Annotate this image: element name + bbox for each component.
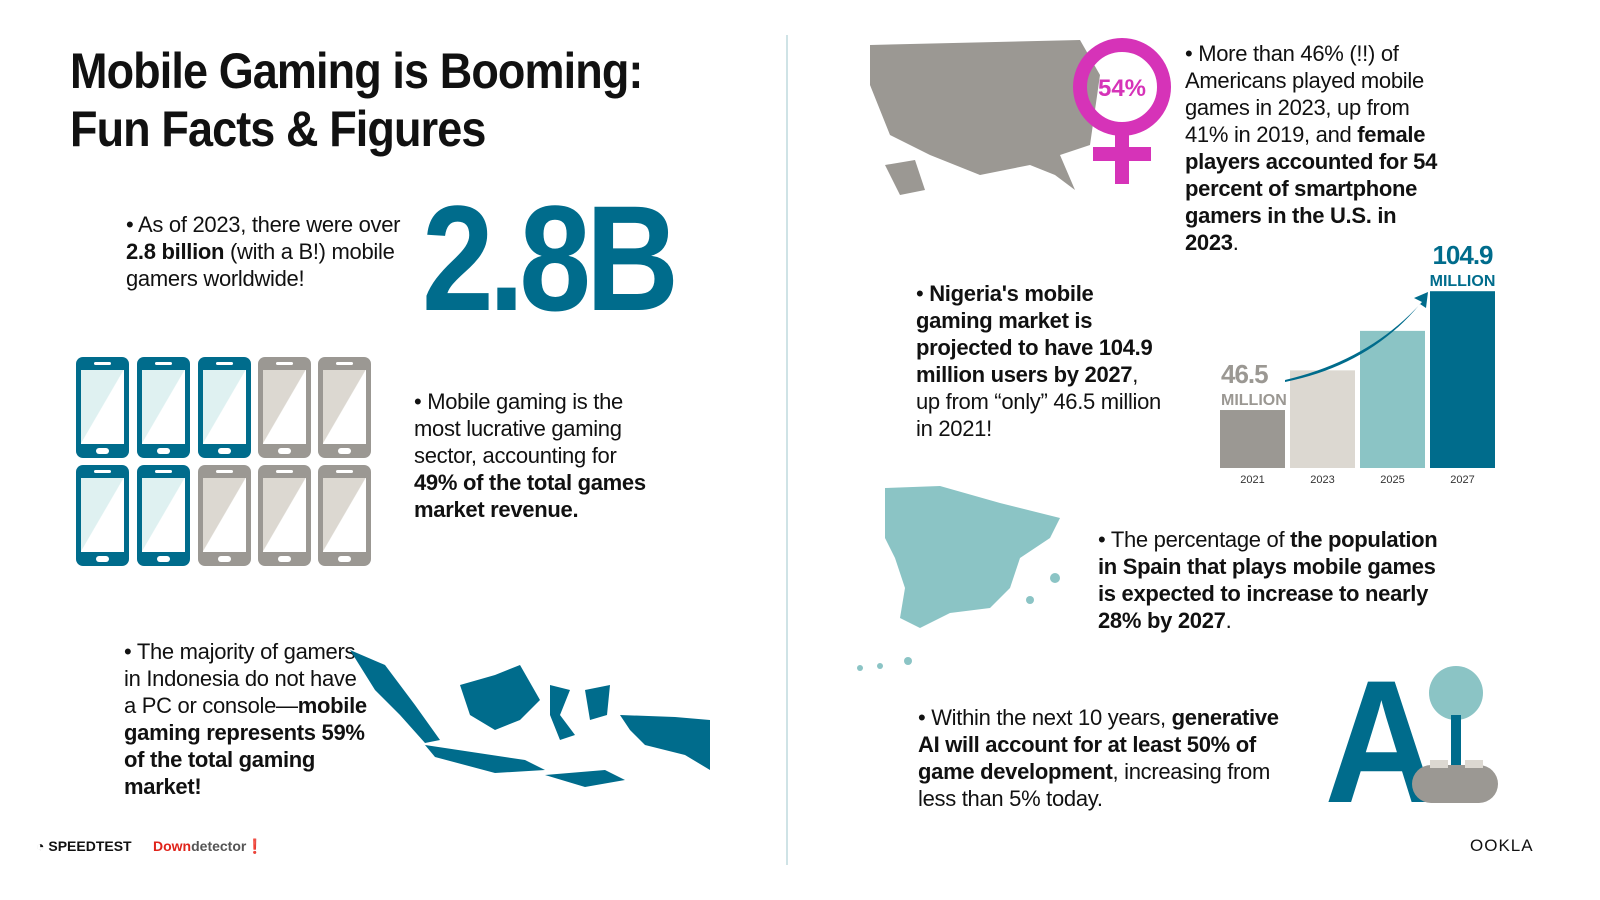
data-label-unit: MILLION xyxy=(1430,273,1496,290)
fact-us: • More than 46% (!!) of Americans played… xyxy=(1185,41,1438,255)
speedtest-logo: ◔ SPEEDTEST xyxy=(36,838,132,854)
phone-icon xyxy=(318,465,371,566)
fact-nigeria: • Nigeria's mobile gaming market is proj… xyxy=(916,281,1161,441)
bar-2023 xyxy=(1290,370,1355,468)
nigeria-users-chart: 2021 46.5 MILLION 2023 2025 2027 104.9 MILLION xyxy=(1220,240,1496,486)
data-label-unit: MILLION xyxy=(1221,392,1287,409)
fact-revenue: • Mobile gaming is the most lucrative ga… xyxy=(414,389,646,522)
phone-icon xyxy=(198,357,251,458)
female-share-badge: 54% xyxy=(1098,75,1146,102)
big-number: 2.8B xyxy=(422,174,679,342)
page-title: Mobile Gaming is Booming: Fun Facts & Fi… xyxy=(70,43,643,157)
phone-icon xyxy=(258,357,311,458)
phone-icon xyxy=(318,357,371,458)
data-label-value: 104.9 xyxy=(1432,240,1493,270)
tick-label: 2027 xyxy=(1450,474,1474,486)
fact-ai: • Within the next 10 years, generative A… xyxy=(918,705,1279,811)
indonesia-map-icon xyxy=(350,650,710,787)
fact-spain: • The percentage of the population in Sp… xyxy=(1098,527,1438,633)
downdetector-logo: Downdetector❗ xyxy=(153,838,264,854)
data-label-value: 46.5 xyxy=(1221,359,1268,389)
tick-label: 2025 xyxy=(1380,474,1404,486)
divider xyxy=(786,35,788,865)
spain-map-icon xyxy=(857,486,1060,671)
phone-icon xyxy=(76,357,129,458)
bar-2027 xyxy=(1430,291,1495,468)
ookla-logo: OOKLA xyxy=(1470,836,1534,855)
tick-label: 2021 xyxy=(1240,474,1264,486)
phone-icon xyxy=(137,357,190,458)
fact-gamers: • As of 2023, there were over 2.8 billio… xyxy=(126,212,401,291)
phone-icon xyxy=(258,465,311,566)
ai-joystick-icon: A xyxy=(1325,660,1498,810)
usa-female-icon: 54% xyxy=(870,38,1171,195)
bar-2021 xyxy=(1220,410,1285,468)
bar-2025 xyxy=(1360,330,1425,468)
phone-icon xyxy=(76,465,129,566)
phone-icon xyxy=(137,465,190,566)
tick-label: 2023 xyxy=(1310,474,1334,486)
fact-indonesia: • The majority of gamers in Indonesia do… xyxy=(124,639,367,799)
phone-icon xyxy=(198,465,251,566)
